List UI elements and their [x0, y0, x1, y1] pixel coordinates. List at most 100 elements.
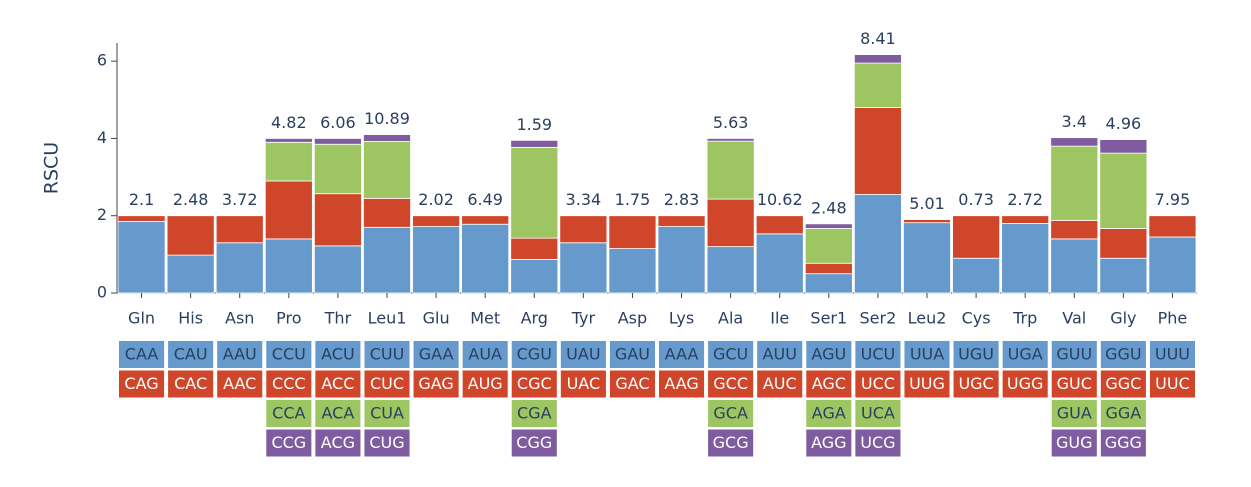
bar-segment	[313, 193, 362, 247]
codon-box	[266, 400, 312, 427]
total-label: 5.63	[713, 113, 749, 132]
total-label: 6.06	[320, 113, 356, 132]
bar-segment	[166, 254, 215, 294]
codon-label: AAU	[223, 345, 257, 364]
codon-box	[266, 429, 312, 457]
codon-label: AAC	[223, 374, 256, 393]
bar-segment	[706, 198, 755, 248]
y-tick-label: 0	[97, 283, 107, 302]
x-tick-label: Val	[1062, 309, 1086, 328]
codon-box	[708, 400, 754, 427]
codon-box	[659, 341, 705, 368]
codon-label: GAC	[615, 374, 649, 393]
codon-label: CUA	[370, 404, 404, 423]
codon-label: UUG	[909, 374, 945, 393]
codon-label: GUC	[1057, 374, 1092, 393]
bar-segment	[608, 248, 657, 294]
codon-box	[855, 400, 901, 427]
total-label: 2.72	[1007, 190, 1043, 209]
codon-label: CCA	[272, 404, 305, 423]
bar-segment	[657, 226, 706, 294]
codon-label: CAC	[174, 374, 207, 393]
bar-segment	[1099, 257, 1148, 294]
total-label: 3.72	[222, 190, 258, 209]
codon-label: GCU	[713, 345, 748, 364]
codon-box	[119, 370, 165, 398]
codon-box	[1051, 400, 1097, 427]
bar-segment	[657, 215, 706, 227]
x-tick-label: Asp	[618, 309, 647, 328]
codon-box	[511, 370, 557, 398]
codon-label: CCU	[272, 345, 306, 364]
bar-segment	[952, 257, 1001, 294]
bar-segment	[1001, 215, 1050, 224]
codon-box	[609, 341, 655, 368]
x-tick-label: Arg	[521, 309, 548, 328]
bar-segment	[215, 215, 264, 244]
bar-segment	[117, 215, 166, 222]
bar-segment	[510, 237, 559, 260]
codon-box	[560, 341, 606, 368]
codon-label: GGU	[1105, 345, 1142, 364]
bar-segment	[1099, 152, 1148, 229]
codon-box	[757, 370, 803, 398]
bar-segment	[510, 146, 559, 239]
codon-label: AGA	[812, 404, 846, 423]
codon-label: UCC	[861, 374, 895, 393]
codon-label: AGG	[811, 433, 846, 452]
codon-label: GAG	[418, 374, 453, 393]
codon-box	[1051, 341, 1097, 368]
codon-box	[855, 370, 901, 398]
bar-segment	[853, 54, 902, 64]
y-axis-label: RSCU	[41, 142, 63, 194]
codon-box	[708, 370, 754, 398]
x-tick-label: Gln	[128, 309, 155, 328]
codon-label: GCC	[713, 374, 748, 393]
codon-box	[413, 341, 459, 368]
codon-label: CUG	[369, 433, 404, 452]
total-label: 4.82	[271, 113, 307, 132]
codon-label: GGA	[1105, 404, 1141, 423]
total-label: 5.01	[909, 194, 945, 213]
codon-label: GAU	[615, 345, 650, 364]
total-label: 2.48	[811, 198, 847, 217]
bar-segment	[510, 139, 559, 148]
codon-label: UGA	[1008, 345, 1043, 364]
total-label: 10.89	[364, 109, 410, 128]
codon-box	[1149, 341, 1195, 368]
total-label: 2.02	[418, 190, 454, 209]
bar-segment	[510, 258, 559, 294]
total-label: 7.95	[1155, 190, 1191, 209]
bar-segment	[804, 262, 853, 275]
x-tick-label: Pro	[276, 309, 301, 328]
bar-segment	[264, 141, 313, 182]
codon-box	[217, 341, 263, 368]
codon-box	[413, 370, 459, 398]
codon-label: ACU	[321, 345, 355, 364]
x-tick-label: His	[178, 309, 203, 328]
codon-box	[511, 429, 557, 457]
codon-box	[462, 341, 508, 368]
codon-label: GAA	[419, 345, 454, 364]
codon-label: CGU	[517, 345, 552, 364]
bar-segment	[1050, 145, 1099, 221]
total-label: 0.73	[958, 190, 994, 209]
codon-label: CAU	[174, 345, 208, 364]
bar-segment	[903, 219, 951, 224]
bar-segment	[1148, 236, 1197, 294]
codon-box	[806, 341, 852, 368]
bar-segment	[804, 223, 853, 229]
bar-segment	[313, 245, 362, 294]
total-label: 1.75	[615, 190, 651, 209]
codon-label: UCA	[861, 404, 895, 423]
total-label: 2.83	[664, 190, 700, 209]
bar-segment	[755, 215, 804, 235]
y-tick-label: 4	[97, 128, 107, 147]
codon-box	[659, 370, 705, 398]
codon-box	[1100, 400, 1146, 427]
codon-label: ACA	[322, 404, 355, 423]
codon-box	[266, 370, 312, 398]
codon-box	[217, 370, 263, 398]
bar-segment	[1050, 238, 1099, 294]
